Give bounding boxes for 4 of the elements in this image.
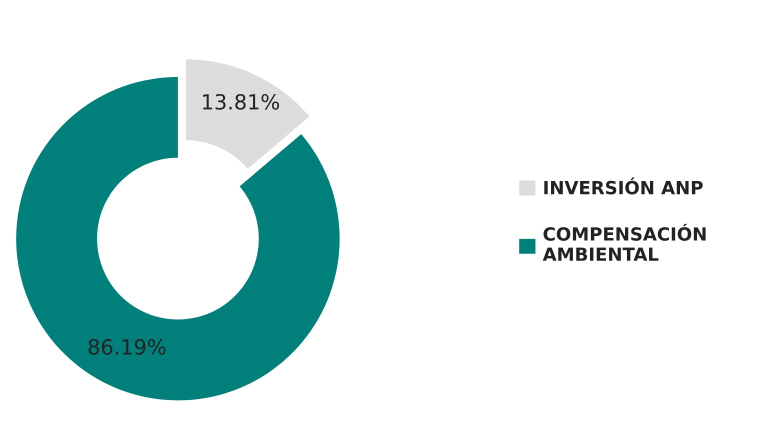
legend-label: COMPENSACIÓN AMBIENTAL bbox=[542, 224, 706, 261]
data-label: 86.19% bbox=[88, 339, 166, 355]
data-label: 13.81% bbox=[203, 94, 280, 110]
legend-label: INVERSIÓN ANP bbox=[544, 177, 703, 194]
